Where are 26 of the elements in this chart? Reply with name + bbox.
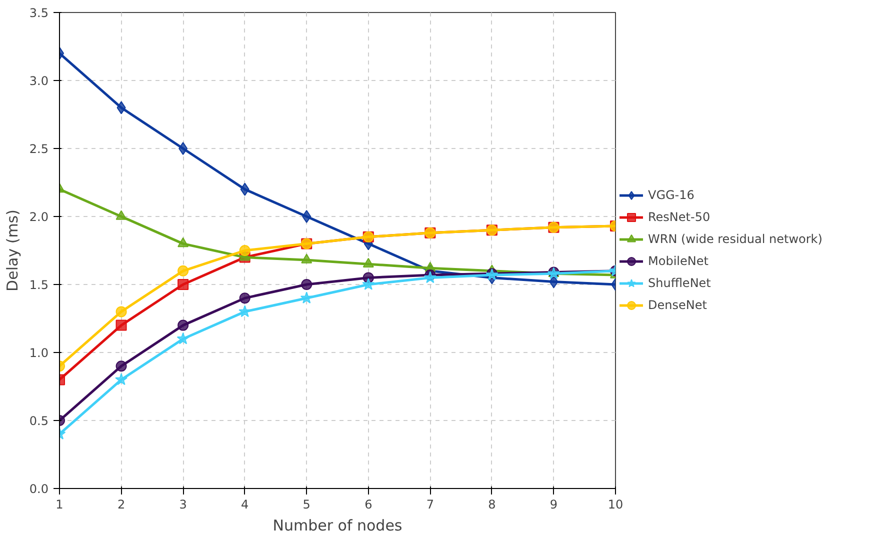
x-tick-label: 8 — [488, 498, 496, 512]
y-tick-label: 3.5 — [29, 6, 49, 20]
x-tick-label: 10 — [608, 498, 624, 512]
y-axis-title: Delay (ms) — [3, 210, 22, 292]
x-tick-label: 6 — [364, 498, 372, 512]
legend-label: DenseNet — [648, 298, 707, 312]
x-tick-label: 3 — [179, 498, 187, 512]
y-tick-label: 1.5 — [29, 278, 49, 292]
legend-label: VGG-16 — [648, 188, 694, 202]
y-tick-label: 2.5 — [29, 142, 49, 156]
y-tick-label: 3.0 — [29, 74, 49, 88]
x-tick-label: 5 — [302, 498, 310, 512]
x-tick-label: 7 — [426, 498, 434, 512]
legend-label: ResNet-50 — [648, 210, 710, 224]
x-tick-label: 1 — [56, 498, 64, 512]
y-tick-label: 0.5 — [29, 414, 49, 428]
x-axis-title: Number of nodes — [272, 516, 402, 534]
x-tick-label: 2 — [117, 498, 126, 512]
legend-label: MobileNet — [648, 254, 708, 268]
y-tick-label: 2.0 — [29, 210, 49, 224]
x-tick-label: 4 — [241, 498, 249, 512]
legend-label: ShuffleNet — [648, 276, 711, 290]
y-tick-label: 0.0 — [29, 482, 49, 496]
x-tick-label: 9 — [550, 498, 558, 512]
y-tick-label: 1.0 — [29, 346, 49, 360]
legend-label: WRN (wide residual network) — [648, 232, 822, 246]
